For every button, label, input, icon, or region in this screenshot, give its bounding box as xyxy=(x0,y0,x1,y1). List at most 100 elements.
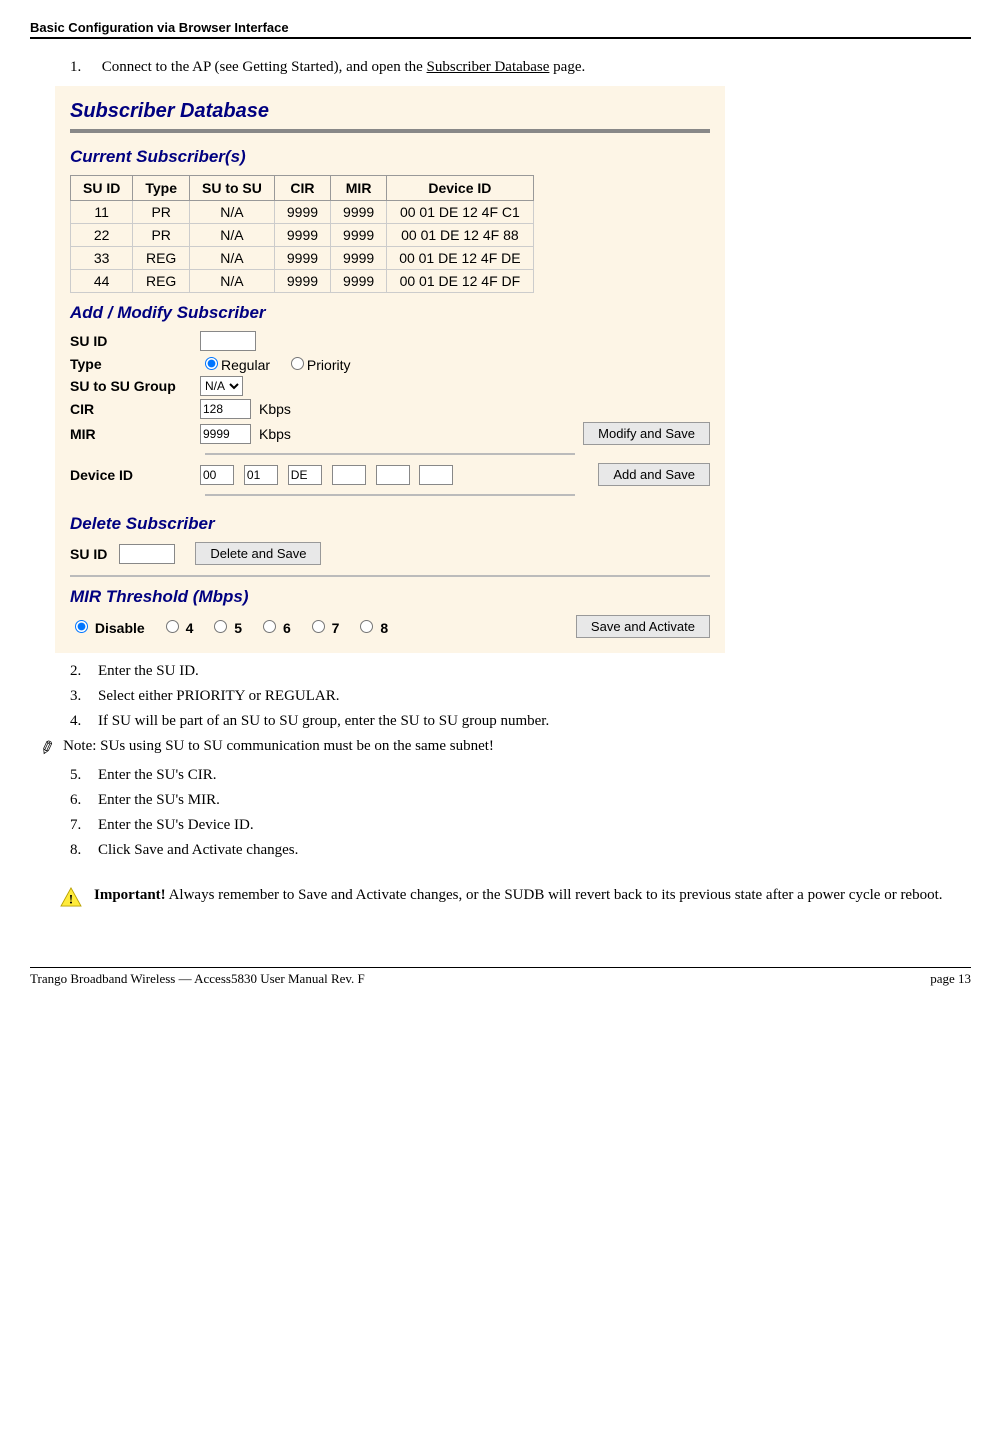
divider xyxy=(70,575,710,577)
cir-row: CIR Kbps xyxy=(70,399,710,419)
delete-save-button[interactable]: Delete and Save xyxy=(195,542,321,565)
table-cell: REG xyxy=(133,270,190,293)
mac-3[interactable] xyxy=(332,465,366,485)
mac-4[interactable] xyxy=(376,465,410,485)
step-link: Subscriber Database xyxy=(427,59,550,75)
delete-suid-input[interactable] xyxy=(119,544,175,564)
table-cell: 9999 xyxy=(274,201,330,224)
type-label: Type xyxy=(70,356,200,372)
table-cell: 00 01 DE 12 4F DE xyxy=(387,247,533,270)
type-regular-label: Regular xyxy=(221,357,270,373)
mir-5-radio[interactable] xyxy=(214,620,227,633)
step-number: 1. xyxy=(70,59,98,76)
type-regular-radio[interactable] xyxy=(205,357,218,370)
important-label: Important! xyxy=(94,887,166,903)
table-cell: PR xyxy=(133,224,190,247)
table-cell: 33 xyxy=(71,247,133,270)
step-number: 2. xyxy=(70,663,98,680)
step-number: 4. xyxy=(70,713,98,730)
mac-5[interactable] xyxy=(419,465,453,485)
table-cell: N/A xyxy=(189,201,274,224)
step-number: 7. xyxy=(70,817,98,834)
step-5: 5.Enter the SU's CIR. xyxy=(70,767,971,784)
warning-icon: ! xyxy=(60,887,82,907)
table-cell: 44 xyxy=(71,270,133,293)
mir-7-radio[interactable] xyxy=(312,620,325,633)
table-cell: 9999 xyxy=(331,224,387,247)
mir-6-radio[interactable] xyxy=(263,620,276,633)
note-label: Note: xyxy=(63,738,96,754)
step-text: Click Save and Activate changes. xyxy=(98,842,298,858)
svg-text:!: ! xyxy=(69,892,73,906)
step-3: 3.Select either PRIORITY or REGULAR. xyxy=(70,688,971,705)
suid-row: SU ID xyxy=(70,331,710,351)
mir-input[interactable] xyxy=(200,424,251,444)
mir-6-label: 6 xyxy=(283,620,291,636)
step-text: Enter the SU's Device ID. xyxy=(98,817,254,833)
step-6: 6.Enter the SU's MIR. xyxy=(70,792,971,809)
step-text: Connect to the AP (see Getting Started),… xyxy=(102,59,427,75)
cir-label: CIR xyxy=(70,401,200,417)
mir-4-radio[interactable] xyxy=(166,620,179,633)
step-text-b: page. xyxy=(549,59,585,75)
type-row: Type Regular Priority xyxy=(70,354,710,373)
screenshot-title: Subscriber Database xyxy=(70,100,710,123)
table-header: Type xyxy=(133,176,190,201)
subscribers-table: SU IDTypeSU to SUCIRMIRDevice ID 11PRN/A… xyxy=(70,175,534,293)
mac-1[interactable] xyxy=(244,465,278,485)
table-cell: 9999 xyxy=(274,270,330,293)
step-text: Select either PRIORITY or REGULAR. xyxy=(98,688,340,704)
table-cell: 9999 xyxy=(331,247,387,270)
mac-2[interactable] xyxy=(288,465,322,485)
note-row: ✎ Note: SUs using SU to SU communication… xyxy=(40,738,971,759)
cir-unit: Kbps xyxy=(259,401,291,417)
group-label: SU to SU Group xyxy=(70,378,200,394)
delete-heading: Delete Subscriber xyxy=(70,514,710,534)
table-cell: REG xyxy=(133,247,190,270)
mir-threshold-row: Disable 4 5 6 7 8 Save and Activate xyxy=(70,615,710,638)
divider xyxy=(205,453,575,455)
table-header: SU ID xyxy=(71,176,133,201)
subscriber-database-screenshot: Subscriber Database Current Subscriber(s… xyxy=(55,86,725,653)
type-priority-radio[interactable] xyxy=(291,357,304,370)
save-activate-button[interactable]: Save and Activate xyxy=(576,615,710,638)
footer-left: Trango Broadband Wireless — Access5830 U… xyxy=(30,971,365,987)
table-row: 22PRN/A9999999900 01 DE 12 4F 88 xyxy=(71,224,534,247)
table-cell: PR xyxy=(133,201,190,224)
step-text: Enter the SU's CIR. xyxy=(98,767,217,783)
table-header: SU to SU xyxy=(189,176,274,201)
pencil-icon: ✎ xyxy=(37,736,58,761)
mir-8-radio[interactable] xyxy=(360,620,373,633)
table-header: CIR xyxy=(274,176,330,201)
modify-save-button[interactable]: Modify and Save xyxy=(583,422,710,445)
cir-input[interactable] xyxy=(200,399,251,419)
mir-7-label: 7 xyxy=(332,620,340,636)
mir-threshold-heading: MIR Threshold (Mbps) xyxy=(70,587,710,607)
mir-disable-radio[interactable] xyxy=(75,620,88,633)
step-text: Enter the SU ID. xyxy=(98,663,199,679)
current-subscribers-heading: Current Subscriber(s) xyxy=(70,147,710,167)
table-row: 11PRN/A9999999900 01 DE 12 4F C1 xyxy=(71,201,534,224)
step-text: Enter the SU's MIR. xyxy=(98,792,220,808)
suid-input[interactable] xyxy=(200,331,256,351)
group-select[interactable]: N/A xyxy=(200,376,243,396)
step-number: 6. xyxy=(70,792,98,809)
table-cell: 00 01 DE 12 4F C1 xyxy=(387,201,533,224)
table-header: MIR xyxy=(331,176,387,201)
delete-suid-label: SU ID xyxy=(70,546,107,562)
divider xyxy=(205,494,575,496)
mir-4-label: 4 xyxy=(186,620,194,636)
mir-5-label: 5 xyxy=(234,620,242,636)
table-cell: 00 01 DE 12 4F 88 xyxy=(387,224,533,247)
table-cell: N/A xyxy=(189,270,274,293)
table-row: 44REGN/A9999999900 01 DE 12 4F DF xyxy=(71,270,534,293)
table-cell: N/A xyxy=(189,247,274,270)
group-row: SU to SU Group N/A xyxy=(70,376,710,396)
step-number: 8. xyxy=(70,842,98,859)
table-cell: 22 xyxy=(71,224,133,247)
add-save-button[interactable]: Add and Save xyxy=(598,463,710,486)
table-cell: 9999 xyxy=(331,201,387,224)
mac-0[interactable] xyxy=(200,465,234,485)
mir-disable-label: Disable xyxy=(95,620,145,636)
step-8: 8.Click Save and Activate changes. xyxy=(70,842,971,859)
